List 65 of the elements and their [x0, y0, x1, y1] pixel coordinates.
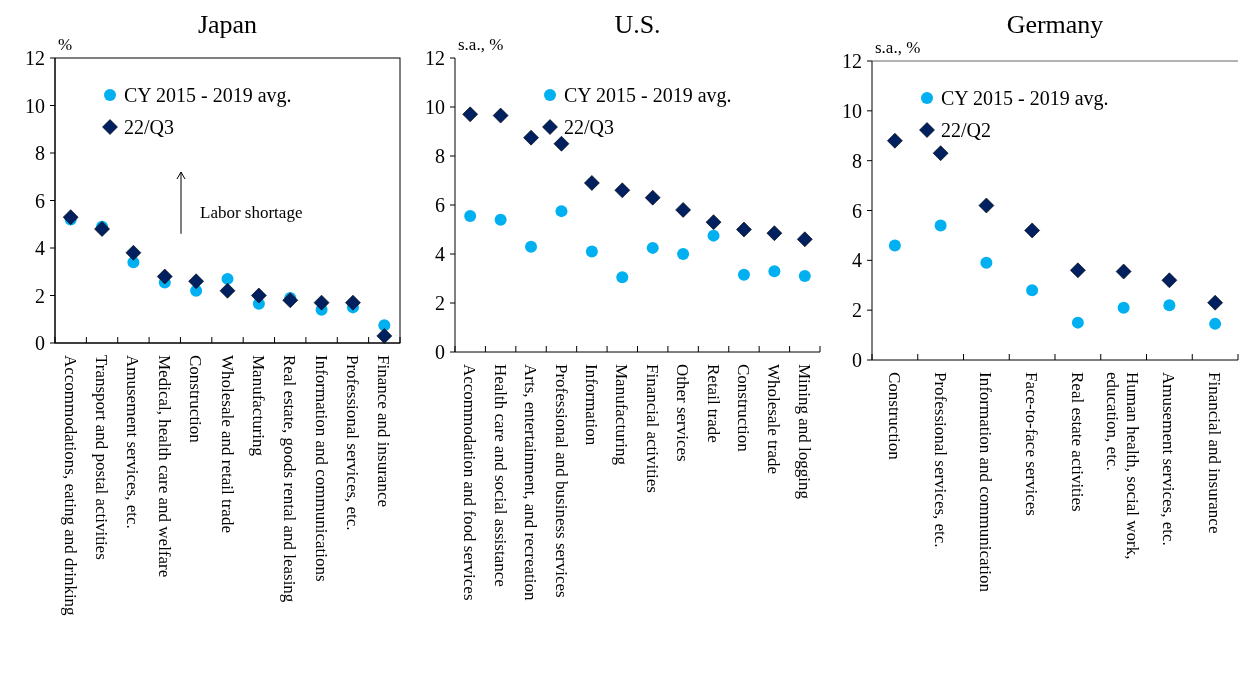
y-tick-label: 12 [25, 47, 45, 69]
y-axis-title: % [58, 35, 73, 54]
x-tick-label: Construction [734, 364, 754, 453]
y-tick-label: 10 [25, 94, 45, 117]
x-tick-label: Professional services, etc. [343, 355, 362, 531]
y-tick-label: 8 [435, 145, 445, 167]
x-tick-label: Amusement services, etc. [1159, 372, 1179, 546]
y-tick-label: 10 [842, 99, 862, 122]
y-tick-label: 6 [435, 194, 445, 216]
x-tick-label: Professional and business services [551, 364, 571, 598]
y-tick-label: 10 [425, 96, 445, 118]
x-tick-label: Face-to-face services [1022, 372, 1042, 516]
x-tick-label: Information and communications [311, 355, 331, 582]
x-tick-label: Financial activities [642, 364, 662, 493]
x-tick-label: Mining and logging [794, 364, 814, 500]
x-tick-label: Financial and insurance [1205, 372, 1225, 534]
x-tick-label: Real estate activities [1067, 372, 1087, 512]
legend-label: 22/Q2 [941, 119, 991, 141]
x-tick-label: Medical, health care and welfare [154, 355, 174, 578]
x-tick-label: Professional services, etc. [930, 372, 950, 548]
y-tick-label: 8 [35, 142, 45, 164]
y-tick-label: 12 [425, 47, 445, 69]
x-tick-label: Accommodation and food services [460, 364, 480, 601]
x-tick-label: Construction [186, 355, 206, 444]
x-tick-label: Finance and insurance [374, 355, 394, 507]
x-tick-label: Transport and postal activities [92, 355, 112, 560]
x-tick-label: Arts, entertainment, and recreation [521, 364, 541, 601]
x-tick-label: Information [581, 364, 601, 446]
legend-label: CY 2015 - 2019 avg. [124, 84, 292, 107]
x-tick-label: Health care and social assistance [490, 364, 510, 587]
x-tick-label: Manufacturing [248, 355, 268, 457]
x-tick-label: Construction [884, 372, 904, 461]
y-axis-title: s.a., % [875, 38, 921, 57]
legend-label: 22/Q3 [564, 116, 614, 138]
y-tick-label: 8 [852, 149, 862, 172]
x-tick-label: Human health, social work, education, etc. [1103, 372, 1143, 560]
y-tick-label: 2 [35, 284, 45, 307]
x-tick-label: Accommodations, eating and drinking [60, 355, 80, 617]
x-tick-label: Amusement services, etc. [123, 355, 143, 529]
y-tick-label: 0 [35, 332, 45, 354]
y-tick-label: 0 [852, 349, 862, 371]
x-tick-label: Wholesale trade [764, 364, 784, 474]
x-tick-label: Retail trade [703, 364, 723, 443]
x-tick-label: Wholesale and retail trade [217, 355, 237, 533]
annotation: Labor shortage [200, 203, 303, 223]
y-tick-label: 4 [435, 243, 445, 265]
legend-label: CY 2015 - 2019 avg. [564, 84, 732, 107]
y-tick-label: 2 [852, 299, 862, 322]
x-tick-label: Other services [673, 364, 693, 462]
x-tick-label: Manufacturing [612, 364, 632, 466]
y-tick-label: 2 [435, 292, 445, 314]
x-tick-label: Information and communication [976, 372, 996, 593]
y-tick-label: 4 [35, 237, 45, 259]
y-tick-label: 6 [852, 199, 862, 222]
legend-label: 22/Q3 [124, 116, 174, 138]
legend-label: CY 2015 - 2019 avg. [941, 87, 1109, 110]
y-axis-title: s.a., % [458, 35, 504, 54]
y-tick-label: 0 [435, 341, 445, 363]
chart-title: U.S. [614, 10, 661, 39]
y-tick-label: 4 [852, 249, 862, 272]
chart-title: Germany [1006, 10, 1104, 39]
x-tick-label: Real estate, goods rental and leasing [280, 355, 300, 603]
y-tick-label: 6 [35, 189, 45, 212]
chart-title: Japan [197, 10, 258, 39]
y-tick-label: 12 [842, 50, 862, 72]
